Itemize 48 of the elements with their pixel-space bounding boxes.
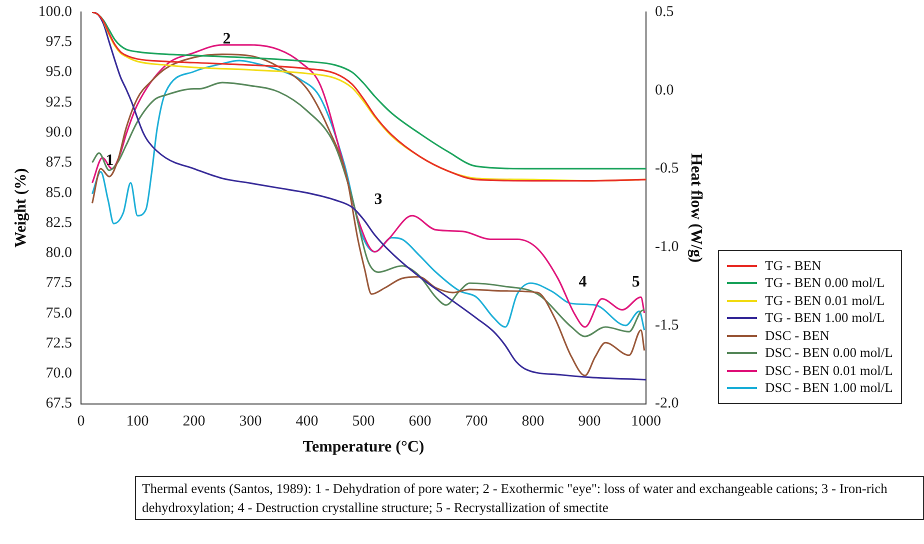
annotation: 2: [222, 30, 231, 48]
x-tick-label: 400: [296, 414, 318, 430]
x-tick-label: 800: [522, 414, 544, 430]
annotation: 1: [106, 152, 114, 170]
x-tick-label: 300: [239, 414, 262, 430]
annotation: 5: [632, 273, 640, 290]
x-tick-label: 1000: [631, 414, 662, 430]
y-tick-label: 100.0: [38, 4, 72, 20]
annotation: 4: [578, 273, 587, 290]
y-tick-label: 92.5: [46, 94, 72, 110]
y-tick-label: 87.5: [46, 154, 72, 171]
x-tick-label: 700: [465, 414, 488, 430]
y-tick-label: 70.0: [46, 366, 72, 382]
y2-tick-label: 0.5: [655, 4, 674, 20]
y2-tick-label: -0.5: [655, 160, 679, 177]
y-tick-label: 95.0: [46, 64, 72, 80]
x-tick-label: 100: [126, 414, 149, 430]
legend-label: DSC - BEN 0.00 mol/L: [765, 344, 893, 362]
annotation: 3: [374, 191, 382, 208]
legend-label: TG - BEN: [765, 256, 822, 274]
legend-label: TG - BEN 1.00 mol/L: [765, 309, 885, 327]
y-tick-label: 82.5: [46, 214, 72, 231]
y2-tick-label: -1.5: [655, 317, 679, 334]
y-tick-label: 90.0: [46, 124, 72, 140]
text: Thermal events (Santos, 1989): 1 - Dehydration of pore water; 2 - Exothermic "eye": loss of water and exchangeable cations; 3 - Iron-rich dehydroxylation; 4 - Destruction crystalline structure; 5 - Recrystallization of smectite: [135, 476, 924, 520]
y-tick-label: 77.5: [46, 275, 72, 292]
x-axis-title: Temperature (°C): [302, 438, 424, 456]
legend-label: TG - BEN 0.00 mol/L: [765, 274, 885, 292]
x-tick-label: 500: [352, 414, 375, 430]
y-tick-label: 97.5: [46, 34, 72, 50]
y2-tick-label: 0.0: [655, 82, 674, 98]
x-tick-label: 0: [77, 414, 85, 430]
x-tick-label: 900: [578, 414, 601, 430]
y2-tick-label: -1.0: [655, 239, 679, 256]
x-tick-label: 600: [408, 414, 432, 430]
y-axis-title: Weight (%): [12, 168, 30, 248]
legend-label: TG - BEN 0.01 mol/L: [765, 292, 885, 310]
legend-label: DSC - BEN 0.01 mol/L: [765, 362, 893, 380]
y-tick-label: 85.0: [46, 184, 72, 201]
x-tick-label: 200: [182, 414, 206, 430]
legend-label: DSC - BEN: [765, 326, 830, 344]
y-tick-label: 75.0: [46, 305, 72, 322]
legend-label: DSC - BEN 1.00 mol/L: [765, 379, 893, 397]
y-tick-label: 80.0: [46, 245, 72, 262]
y2-tick-label: -2.0: [655, 396, 679, 412]
y-tick-label: 72.5: [46, 335, 72, 352]
y2-axis-title: Heat flow (W/g): [687, 153, 704, 263]
y-tick-label: 67.5: [46, 396, 72, 412]
